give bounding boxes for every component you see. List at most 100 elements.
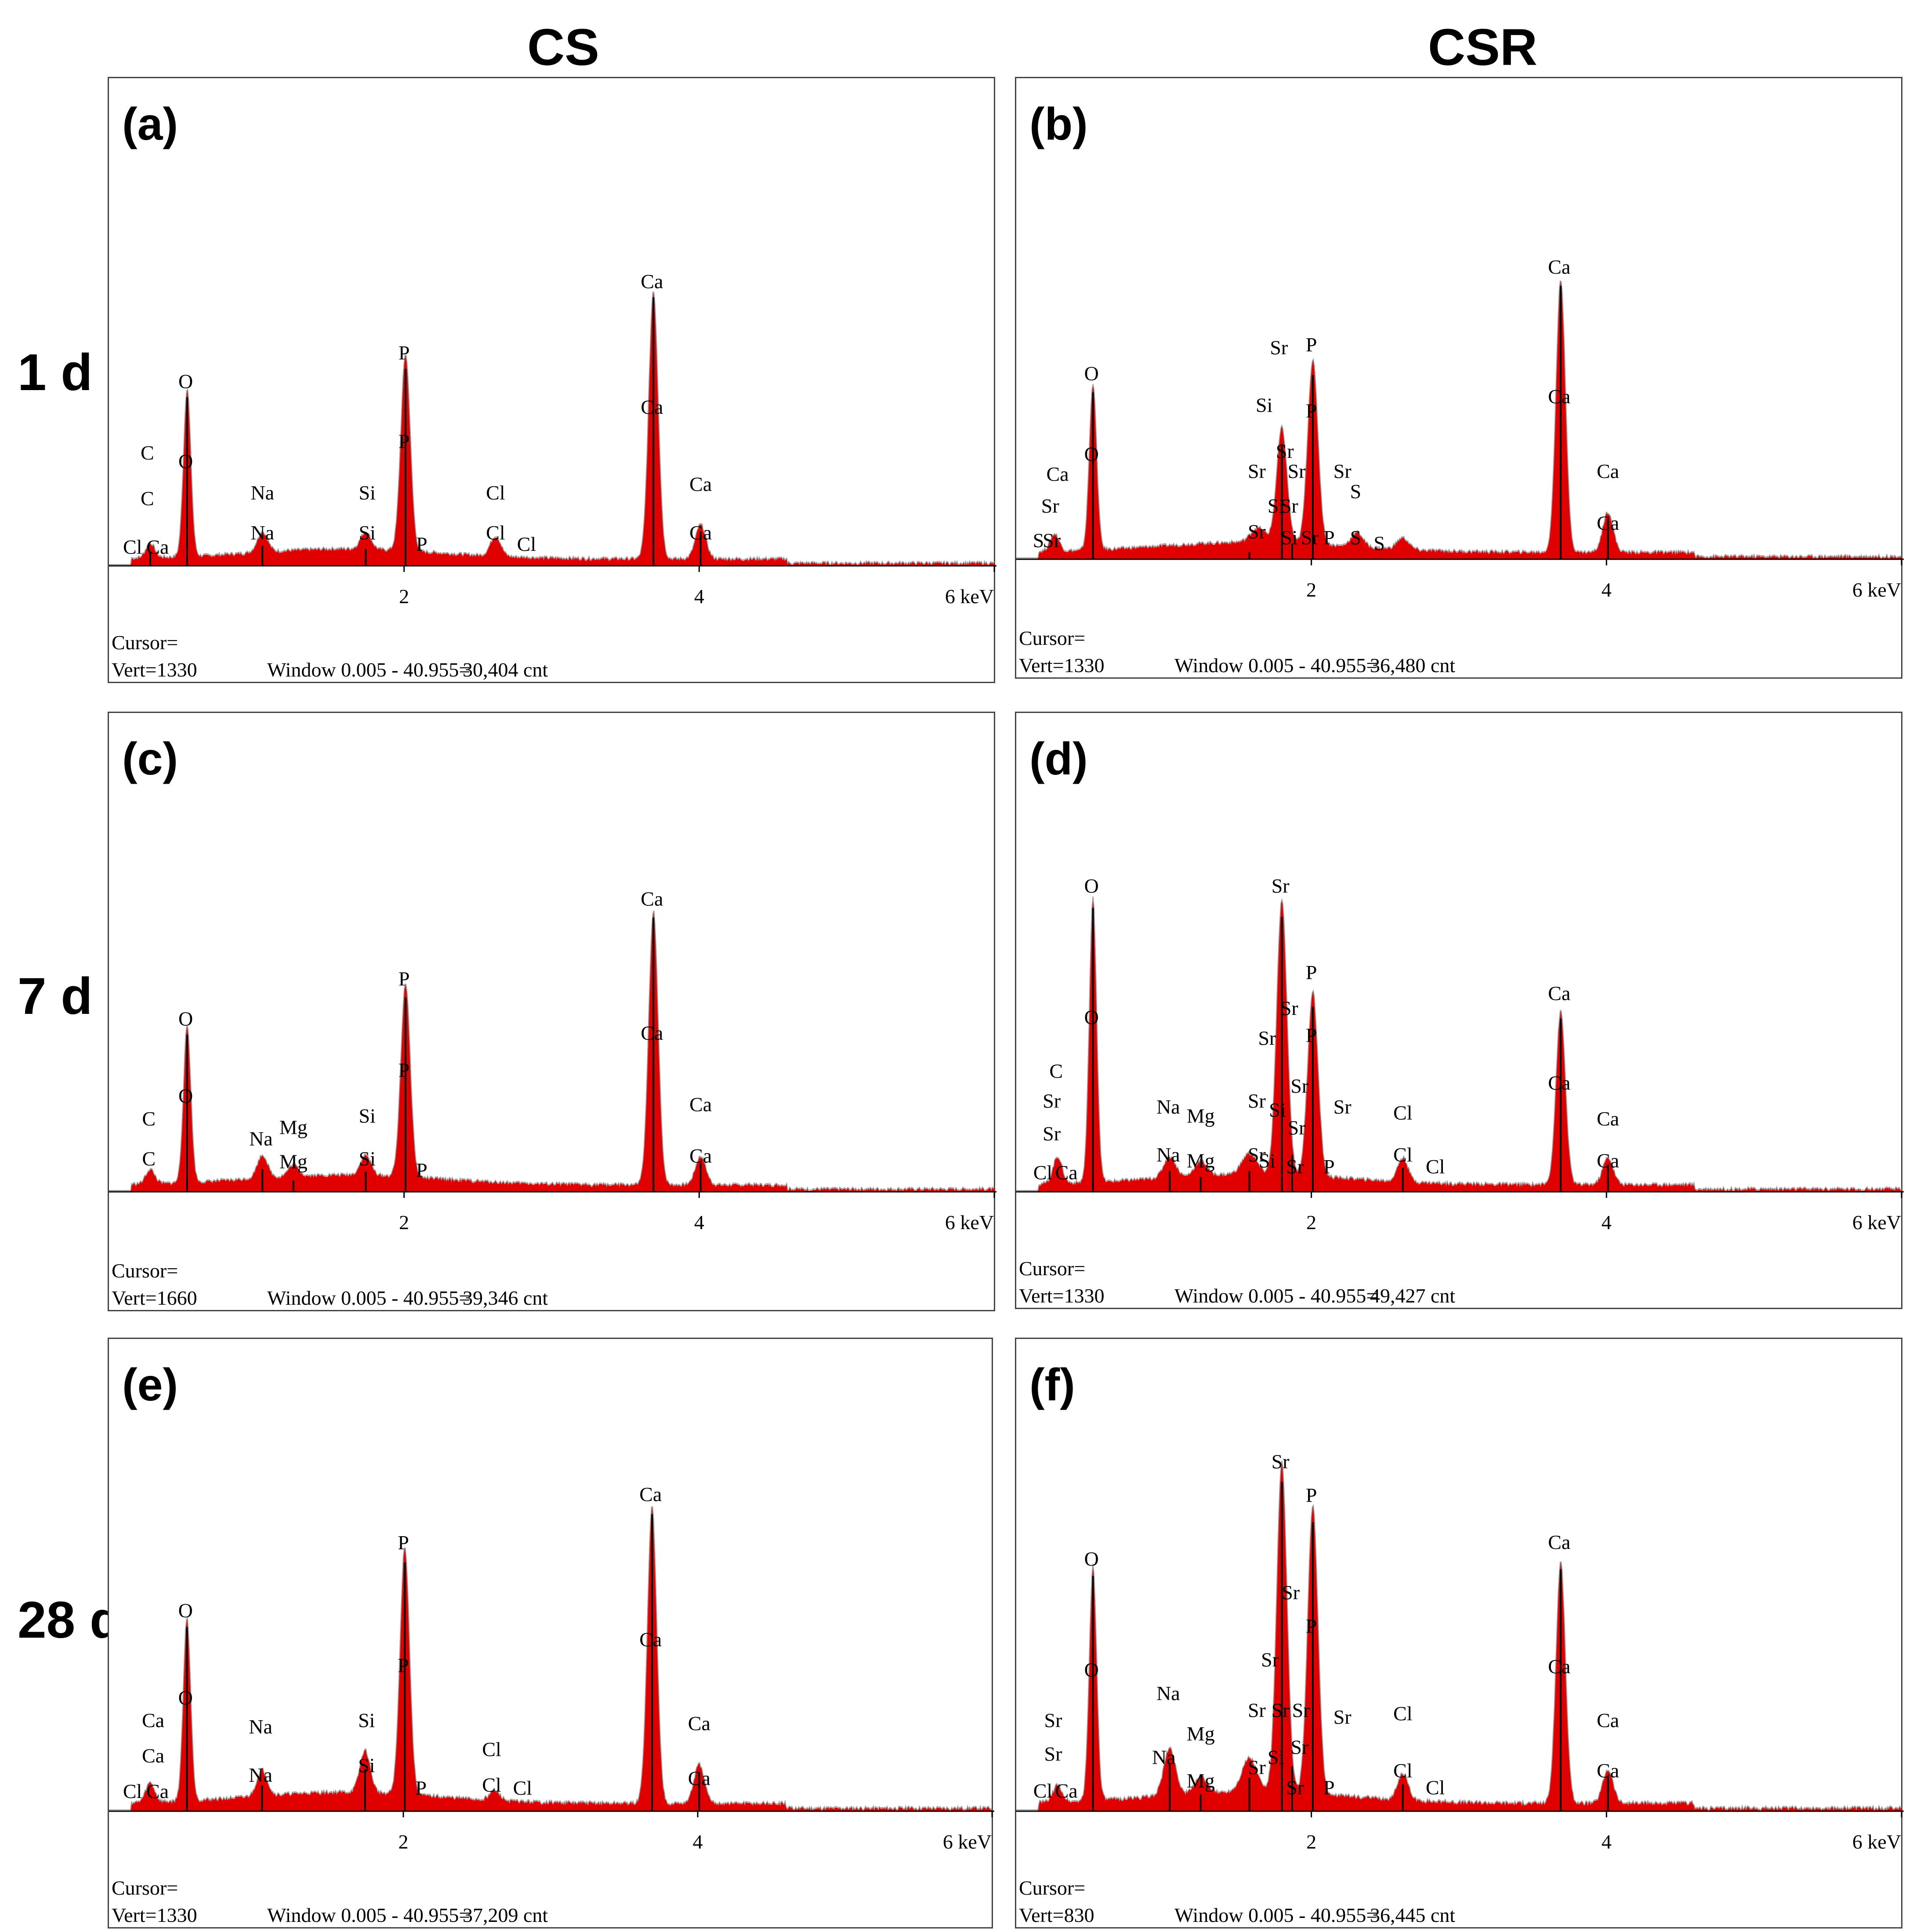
element-label: Cl — [486, 481, 505, 504]
element-label: Sr — [1272, 1699, 1290, 1721]
element-label: Sr — [1248, 460, 1266, 482]
spectrum-area — [1016, 1462, 1902, 1813]
element-label: O — [1084, 1548, 1099, 1570]
element-label: P — [1323, 526, 1335, 549]
element-label: Sr — [1044, 1743, 1062, 1765]
vert-readout: Vert=1330 — [112, 1904, 197, 1926]
element-label: Ca — [1597, 512, 1619, 534]
spectrum-panel-c: C C O O Na Mg Mg Si Si P P P Ca Ca Ca Ca 2 4 6 keV (c) Curso… — [108, 712, 996, 1311]
panel-label: (e) — [122, 1360, 178, 1411]
panel-label: (c) — [122, 734, 178, 785]
x-tick-label: 2 — [399, 1831, 409, 1853]
spectrum-panel-b: Ca Sr S Sr O O Sr Si Sr Sr Sr Si Sr Sr Si Sr P P P Sr S S S Ca C… — [1015, 77, 1904, 679]
element-label: Si — [1268, 495, 1284, 517]
element-label: P — [416, 1159, 428, 1181]
element-label: Cl — [123, 1780, 142, 1802]
element-label: S — [1373, 532, 1385, 554]
element-label: O — [1084, 443, 1099, 465]
element-label: Sr — [1272, 875, 1290, 897]
element-label: Sr — [1333, 460, 1351, 482]
row-label-1d: 1 d — [18, 344, 93, 402]
panel-label: (a) — [122, 99, 178, 150]
element-label: P — [416, 533, 428, 555]
element-label: Mg — [279, 1151, 308, 1173]
spectrum-outline — [109, 291, 995, 566]
element-label: P — [1306, 961, 1317, 984]
element-label: P — [399, 430, 410, 452]
element-label: Sr — [1286, 1776, 1304, 1798]
cursor-readout: Cursor= — [112, 631, 178, 654]
element-label: O — [178, 1599, 193, 1621]
element-label: Sr — [1290, 1736, 1308, 1758]
element-label: P — [1306, 1615, 1317, 1637]
element-label: Ca — [688, 1712, 710, 1735]
element-label: C — [141, 487, 154, 510]
element-label: Ca — [639, 1628, 662, 1651]
window-readout: Window 0.005 - 40.955= — [1174, 1284, 1377, 1307]
element-label: Ca — [689, 1145, 712, 1167]
element-label: C — [142, 1147, 156, 1170]
vert-readout: Vert=1330 — [1019, 1284, 1105, 1307]
window-readout: Window 0.005 - 40.955= — [267, 658, 470, 681]
element-label: Sr — [1288, 1117, 1306, 1139]
element-label: P — [1306, 1484, 1317, 1506]
element-label: Si — [358, 1709, 375, 1731]
element-label: Ca — [641, 396, 663, 418]
row-label-28d: 28 d — [18, 1591, 122, 1649]
window-readout: Window 0.005 - 40.955= — [267, 1904, 470, 1926]
x-tick-label: 4 — [1601, 1211, 1612, 1234]
element-label: Cl — [1033, 1161, 1052, 1184]
element-label: Sr — [1288, 460, 1306, 482]
x-tick-label: 6 keV — [1852, 1211, 1901, 1234]
x-tick-label: 2 — [1306, 1211, 1316, 1234]
cursor-readout: Cursor= — [1019, 627, 1085, 649]
count-readout: 36,480 cnt — [1370, 654, 1455, 677]
element-label: Sr — [1270, 336, 1288, 359]
spectrum-panel-f: Sr Sr Cl Ca O O Na Na Mg Mg Sr Sr Sr Sr Sr Sr Si Sr Sr Sr P P… — [1015, 1338, 1904, 1928]
element-label: Ca — [1055, 1780, 1078, 1802]
element-label: C — [142, 1107, 156, 1130]
cursor-readout: Cursor= — [112, 1877, 178, 1899]
element-label: O — [1084, 1659, 1099, 1681]
element-label: Cl — [517, 533, 536, 555]
element-label: Ca — [641, 888, 663, 910]
element-label: O — [178, 370, 193, 393]
element-label: S — [1350, 480, 1362, 503]
cursor-readout: Cursor= — [1019, 1877, 1085, 1899]
element-label: Sr — [1248, 1143, 1266, 1166]
spectrum-area — [109, 1507, 993, 1813]
element-label: P — [1323, 1155, 1335, 1178]
spectrum-outline — [109, 910, 995, 1192]
x-tick-label: 4 — [694, 1211, 704, 1234]
element-label: Na — [250, 521, 274, 544]
x-tick-label: 6 keV — [945, 1211, 994, 1234]
count-readout: 49,427 cnt — [1370, 1284, 1455, 1307]
window-readout: Window 0.005 - 40.955= — [267, 1287, 470, 1309]
element-label: Cl — [513, 1777, 532, 1799]
element-label: Ca — [1597, 1107, 1619, 1130]
element-label: Sr — [1272, 1450, 1290, 1473]
element-label: Sr — [1248, 1089, 1266, 1112]
element-label: O — [178, 1008, 193, 1030]
element-label: Cl — [1393, 1759, 1412, 1782]
spectrum-outline — [109, 1506, 993, 1811]
x-tick-label: 6 keV — [943, 1831, 992, 1853]
x-tick-label: 2 — [399, 1211, 409, 1234]
element-label: Cl — [1426, 1776, 1445, 1798]
element-label: O — [1084, 362, 1099, 384]
column-title-cs: CS — [527, 18, 599, 76]
element-label: Si — [358, 1754, 375, 1776]
element-label: Ca — [146, 536, 169, 558]
element-label: Na — [249, 1764, 272, 1786]
element-label: Cl — [1393, 1102, 1412, 1124]
x-tick-label: 2 — [1306, 1831, 1316, 1853]
x-tick-label: 2 — [1306, 579, 1316, 601]
element-label: Sr — [1043, 1089, 1061, 1112]
element-label: Mg — [1187, 1769, 1215, 1792]
element-label: Na — [1152, 1746, 1176, 1769]
window-readout: Window 0.005 - 40.955= — [1174, 1904, 1377, 1926]
element-label: Sr — [1258, 1027, 1276, 1049]
